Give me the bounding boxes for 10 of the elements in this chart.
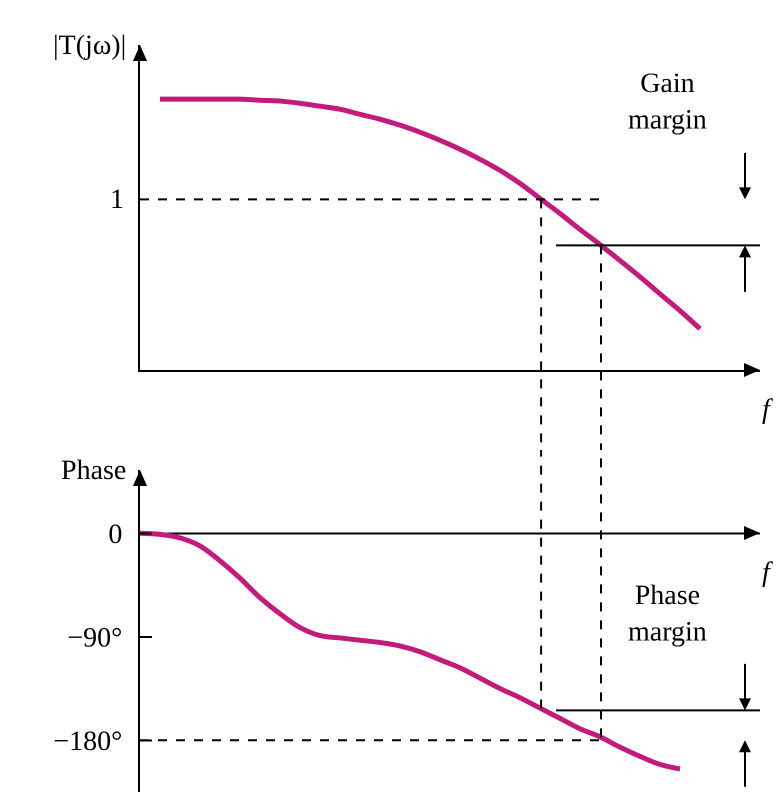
y-tick-label: −180° <box>53 726 122 758</box>
y-tick-label: −90° <box>67 622 122 654</box>
y-axis-title: |T(jω)| <box>53 30 126 61</box>
y-axis-title: Phase <box>61 455 126 486</box>
x-axis-title: f <box>762 557 773 588</box>
x-axis-title: f <box>762 394 773 425</box>
ref-line-label: 1 <box>110 184 124 215</box>
annotation: Gain margin <box>628 68 707 136</box>
annotation: Phase margin <box>628 580 707 648</box>
y-tick-label: 0 <box>108 519 122 550</box>
